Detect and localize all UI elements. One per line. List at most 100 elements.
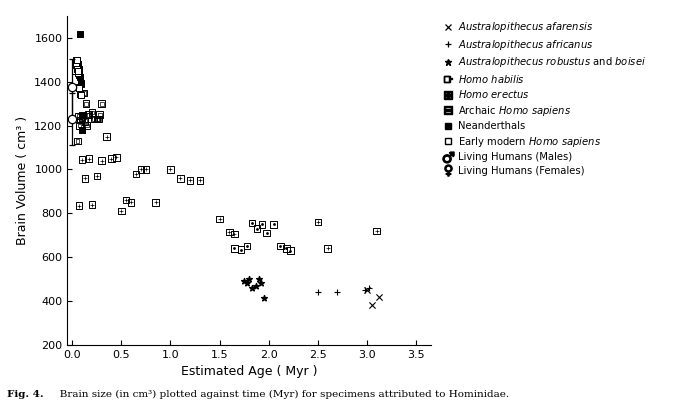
Point: [81, 122, 92, 129]
Point: [242, 280, 252, 287]
Point: [75, 30, 85, 37]
Y-axis label: Brain Volume ( cm³ ): Brain Volume ( cm³ ): [15, 116, 29, 245]
Point: [312, 219, 323, 225]
Point: [244, 276, 254, 282]
Point: [184, 177, 195, 184]
Point: [75, 92, 86, 98]
Text: Brain size (in cm³) plotted against time (Myr) for specimens attributed to Homin: Brain size (in cm³) plotted against time…: [50, 390, 509, 399]
Point: [72, 70, 83, 76]
Point: [86, 109, 97, 116]
Point: [77, 127, 87, 133]
Point: [76, 81, 87, 87]
Point: [150, 199, 161, 206]
Point: [150, 199, 161, 206]
Point: [229, 231, 240, 237]
Point: [275, 243, 286, 249]
Point: [70, 68, 81, 74]
Point: [229, 245, 240, 251]
Point: [135, 166, 146, 173]
Point: [261, 230, 272, 236]
Point: [261, 230, 272, 236]
Point: [92, 173, 102, 179]
Point: [73, 68, 83, 74]
Point: [371, 228, 382, 234]
Point: [94, 116, 104, 122]
Point: [256, 221, 267, 227]
Point: [92, 116, 102, 122]
Point: [75, 117, 86, 124]
Point: [194, 177, 205, 184]
Point: [252, 225, 262, 232]
Point: [194, 177, 205, 184]
Point: [141, 166, 151, 173]
Point: [256, 221, 267, 227]
Point: [74, 91, 85, 97]
Point: [83, 111, 94, 118]
Point: [86, 201, 97, 208]
Point: [74, 72, 85, 79]
Point: [363, 285, 374, 291]
Point: [96, 158, 107, 164]
Point: [71, 68, 81, 74]
Point: [268, 221, 279, 227]
Point: [281, 245, 291, 251]
Point: [83, 111, 94, 118]
Point: [242, 243, 252, 249]
Point: [94, 111, 105, 118]
Point: [73, 61, 83, 67]
Point: [79, 118, 90, 124]
Point: [229, 231, 240, 237]
Point: [175, 175, 186, 182]
Point: [74, 122, 85, 129]
Point: [214, 216, 225, 222]
Point: [74, 203, 85, 209]
Point: [126, 199, 137, 206]
Text: Fig. 4.: Fig. 4.: [7, 390, 43, 399]
Point: [81, 122, 92, 129]
Point: [94, 116, 104, 122]
Point: [73, 113, 84, 119]
Point: [312, 289, 323, 296]
Point: [74, 85, 85, 91]
Point: [106, 155, 117, 162]
Point: [94, 111, 105, 118]
Point: [73, 61, 83, 67]
Point: [72, 138, 83, 144]
Point: [275, 243, 286, 249]
Point: [236, 246, 246, 253]
Point: [73, 113, 84, 119]
Point: [116, 208, 127, 215]
Point: [106, 155, 117, 162]
Point: [121, 197, 132, 203]
Point: [101, 134, 112, 140]
Point: [242, 243, 252, 249]
Point: [74, 122, 85, 129]
Point: [96, 101, 107, 107]
Point: [77, 111, 87, 118]
Point: [83, 111, 94, 118]
Point: [79, 118, 90, 124]
Point: [71, 57, 82, 63]
Point: [224, 229, 235, 235]
Point: [252, 225, 262, 232]
Point: [101, 134, 112, 140]
Point: [229, 245, 240, 251]
Point: [258, 294, 269, 301]
Point: [71, 61, 81, 67]
Point: [285, 247, 295, 254]
Point: [75, 80, 86, 86]
Point: [73, 65, 84, 72]
Point: [281, 245, 291, 251]
Point: [72, 57, 83, 63]
Legend: $\it{Australopithecus\ afarensis}$, $\it{Australopithecus\ africanus}$, $\it{Aus: $\it{Australopithecus\ afarensis}$, $\it…: [438, 16, 650, 180]
Point: [92, 116, 102, 122]
Point: [71, 59, 82, 65]
Point: [135, 166, 146, 173]
Point: [184, 177, 195, 184]
Point: [72, 65, 83, 72]
Point: [79, 175, 90, 182]
Point: [322, 245, 333, 251]
Point: [83, 155, 94, 162]
Point: [116, 208, 127, 215]
Point: [246, 220, 257, 227]
